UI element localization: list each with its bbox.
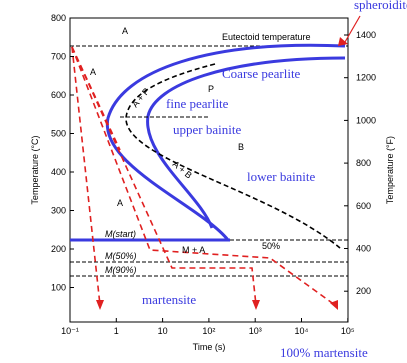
- axis-ticks: 8007006005004003002001001400120010008006…: [51, 13, 376, 336]
- label: martensite: [142, 292, 196, 307]
- finish-curve: [146, 56, 346, 229]
- label: A + P: [130, 86, 152, 109]
- fifty-percent-curve: [125, 63, 341, 249]
- x-tick-label: 10: [158, 326, 168, 336]
- x-tick-label: 10⁵: [341, 326, 355, 336]
- label: P: [208, 84, 214, 94]
- x-tick-label: 10³: [249, 326, 262, 336]
- axis-title: Temperature (°C): [30, 135, 40, 204]
- label: Eutectoid temperature: [222, 32, 311, 42]
- label: upper bainite: [173, 122, 241, 137]
- y2-tick-label: 1400: [356, 30, 376, 40]
- y-tick-label: 400: [51, 167, 66, 177]
- label: spheroidite: [354, 0, 407, 12]
- label: M(50%): [105, 251, 137, 261]
- y-tick-label: 800: [51, 13, 66, 23]
- x-tick-label: 10⁻¹: [61, 326, 79, 336]
- x-tick-label: 1: [114, 326, 119, 336]
- label: A: [90, 67, 96, 77]
- y2-tick-label: 800: [356, 158, 371, 168]
- label: fine pearlite: [166, 96, 229, 111]
- x-tick-label: 10²: [202, 326, 215, 336]
- axis-title: Time (s): [193, 342, 226, 352]
- label: M(start): [105, 229, 136, 239]
- label: A: [117, 198, 123, 208]
- axis-title: Temperature (°F): [385, 136, 395, 204]
- spheroidite-pointer: [344, 15, 361, 43]
- start-curve: [105, 43, 346, 241]
- label: 100% martensite: [280, 345, 368, 360]
- y-tick-label: 300: [51, 206, 66, 216]
- x-tick-label: 10⁴: [295, 326, 309, 336]
- y-tick-label: 600: [51, 90, 66, 100]
- label: B: [238, 142, 244, 152]
- arrow-heads: [96, 37, 348, 310]
- label: M + A: [182, 245, 205, 255]
- y-tick-label: 500: [51, 129, 66, 139]
- cooling-paths: [71, 46, 336, 306]
- y-tick-label: 700: [51, 52, 66, 62]
- label: M(90%): [105, 265, 137, 275]
- label: A: [122, 26, 128, 36]
- y-tick-label: 200: [51, 244, 66, 254]
- label: Coarse pearlite: [222, 66, 301, 81]
- y2-tick-label: 1000: [356, 115, 376, 125]
- y2-tick-label: 1200: [356, 73, 376, 83]
- y-tick-label: 100: [51, 283, 66, 293]
- label: lower bainite: [247, 169, 315, 184]
- y2-tick-label: 600: [356, 201, 371, 211]
- y2-tick-label: 400: [356, 244, 371, 254]
- label: 50%: [262, 241, 280, 251]
- y2-tick-label: 200: [356, 286, 371, 296]
